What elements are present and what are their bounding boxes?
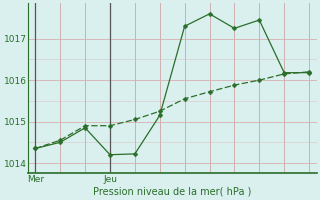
X-axis label: Pression niveau de la mer( hPa ): Pression niveau de la mer( hPa ) (93, 187, 252, 197)
